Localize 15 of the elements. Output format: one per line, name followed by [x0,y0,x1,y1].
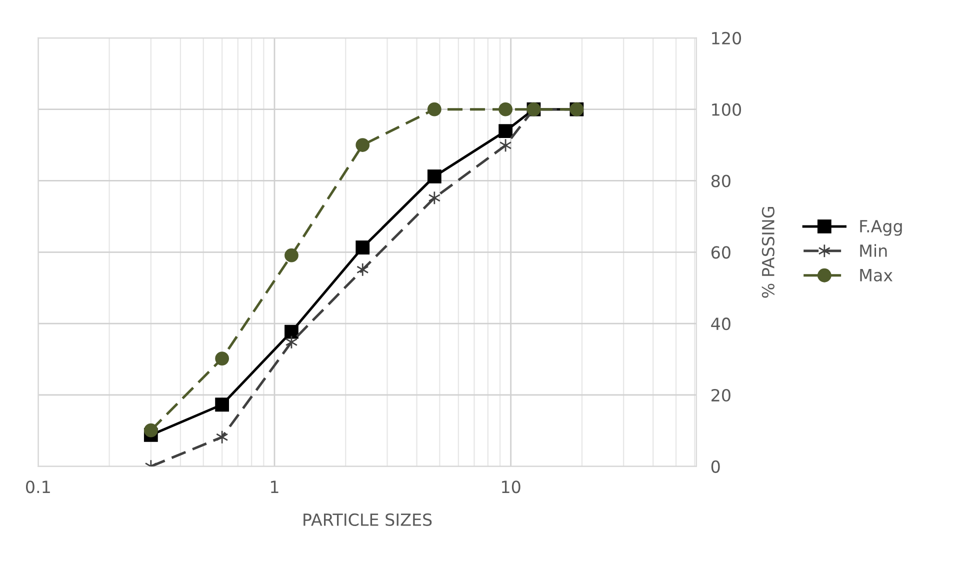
legend-label: Max [860,269,892,282]
y-tick-label: 60 [711,246,730,259]
y-tick-label: 40 [711,318,730,330]
y-tick-label: 120 [712,32,742,44]
x-tick-label: 0.1 [26,480,50,494]
x-tick-label: 10 [502,480,520,494]
legend-label: F.Agg [860,220,902,236]
legend-label: Min [860,244,887,257]
y-tick-label: 100 [712,103,742,116]
x-axis-title: PARTICLE SIZES [304,513,432,526]
x-tick-label: 1 [271,480,278,493]
y-tick-label: 80 [711,174,730,188]
y-tick-label: 0 [711,460,720,473]
y-tick-label: 20 [712,388,730,402]
y-axis-title: % PASSING [762,207,774,298]
